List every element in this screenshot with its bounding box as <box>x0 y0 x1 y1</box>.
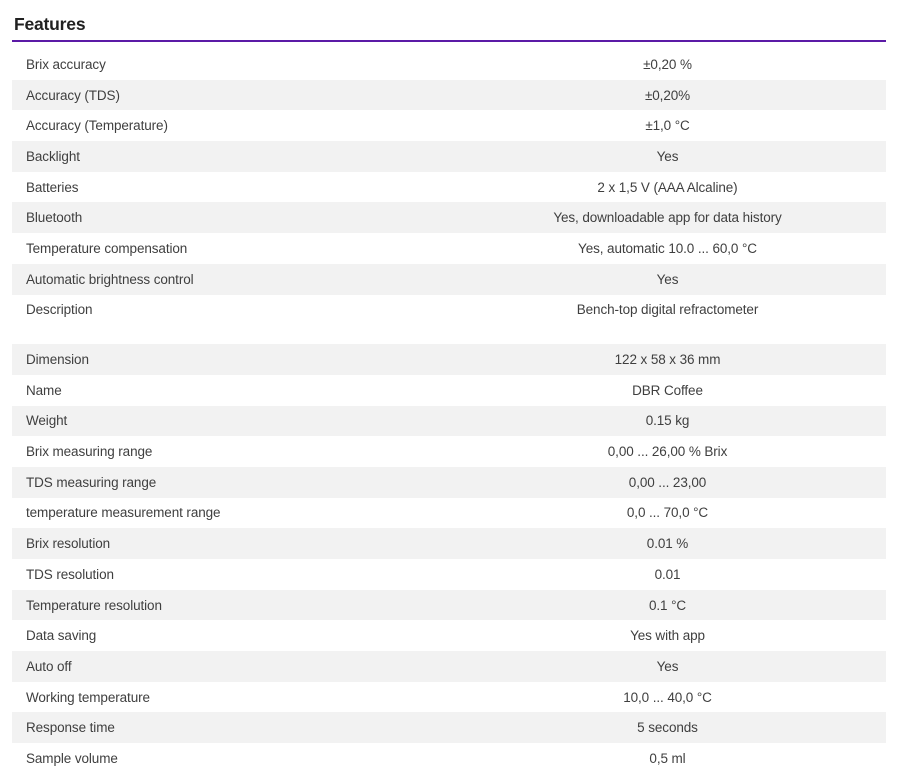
table-row: Description Bench-top digital refractome… <box>12 295 886 326</box>
table-row: Accuracy (Temperature) ±1,0 °C <box>12 110 886 141</box>
feature-label: Brix accuracy <box>26 56 106 72</box>
feature-label: Batteries <box>26 179 79 195</box>
feature-value: 5 seconds <box>637 720 698 736</box>
table-row: Response time 5 seconds <box>12 712 886 744</box>
feature-label: TDS resolution <box>26 566 114 582</box>
table-row: Brix accuracy ±0,20 % <box>12 49 886 80</box>
feature-value: Yes <box>656 658 679 674</box>
feature-value: Yes with app <box>630 628 705 644</box>
features-table: Brix accuracy ±0,20 % Accuracy (TDS) ±0,… <box>12 49 886 774</box>
table-row: Accuracy (TDS) ±0,20% <box>12 79 886 111</box>
table-row: Sample volume 0,5 ml <box>12 743 886 774</box>
table-row: TDS resolution 0.01 <box>12 559 886 590</box>
feature-label: Backlight <box>26 148 80 164</box>
feature-value: 122 x 58 x 36 mm <box>614 352 721 368</box>
feature-value: 2 x 1,5 V (AAA Alcaline) <box>597 179 738 195</box>
table-row: TDS measuring range 0,00 ... 23,00 <box>12 466 886 498</box>
feature-value: 0.15 kg <box>645 413 690 429</box>
table-row: Backlight Yes <box>12 141 886 172</box>
feature-value: Yes, automatic 10.0 ... 60,0 °C <box>578 240 757 256</box>
feature-label: Temperature resolution <box>26 597 162 613</box>
feature-value: 0,00 ... 26,00 % Brix <box>607 444 728 460</box>
feature-label: Auto off <box>26 658 72 674</box>
feature-value: 0,5 ml <box>649 750 686 766</box>
feature-label: temperature measurement range <box>26 505 221 521</box>
feature-value: 0.01 % <box>646 536 689 552</box>
table-row: Batteries 2 x 1,5 V (AAA Alcaline) <box>12 172 886 203</box>
table-row: Weight 0.15 kg <box>12 405 886 437</box>
feature-value: Yes, downloadable app for data history <box>553 210 782 226</box>
section-divider <box>12 40 886 42</box>
feature-label: Accuracy (Temperature) <box>26 118 168 134</box>
feature-label: Bluetooth <box>26 210 83 226</box>
feature-value: 0.1 °C <box>648 597 687 613</box>
table-row: Name DBR Coffee <box>12 375 886 406</box>
feature-label: TDS measuring range <box>26 474 157 490</box>
feature-label: Data saving <box>26 628 97 644</box>
feature-value: Yes <box>656 271 679 287</box>
feature-value: 0,0 ... 70,0 °C <box>626 505 709 521</box>
table-row: Data saving Yes with app <box>12 620 886 651</box>
feature-label: Dimension <box>26 352 89 368</box>
feature-label: Response time <box>26 720 115 736</box>
table-row: Temperature resolution 0.1 °C <box>12 589 886 621</box>
table-row: Brix measuring range 0,00 ... 26,00 % Br… <box>12 436 886 467</box>
feature-label: Name <box>26 382 62 398</box>
table-row: Auto off Yes <box>12 651 886 682</box>
feature-value: ±0,20% <box>644 87 691 103</box>
feature-value: 10,0 ... 40,0 °C <box>623 689 712 705</box>
feature-label: Brix resolution <box>26 536 111 552</box>
feature-label: Brix measuring range <box>26 444 153 460</box>
feature-label: Automatic brightness control <box>26 271 194 287</box>
feature-value: Bench-top digital refractometer <box>576 302 759 318</box>
table-row: Automatic brightness control Yes <box>12 263 886 295</box>
feature-label: Temperature compensation <box>26 240 188 256</box>
feature-label: Accuracy (TDS) <box>26 87 120 103</box>
feature-label: Description <box>26 302 93 318</box>
feature-value: DBR Coffee <box>632 382 703 398</box>
section-title: Features <box>14 14 86 34</box>
feature-label: Sample volume <box>26 750 118 766</box>
feature-value: ±0,20 % <box>643 56 692 72</box>
feature-label: Working temperature <box>26 689 150 705</box>
table-row: Brix resolution 0.01 % <box>12 528 886 559</box>
feature-value: Yes <box>656 148 679 164</box>
table-row: Working temperature 10,0 ... 40,0 °C <box>12 682 886 713</box>
feature-value: 0,00 ... 23,00 <box>628 474 707 490</box>
table-row: Bluetooth Yes, downloadable app for data… <box>12 202 886 234</box>
feature-value: ±1,0 °C <box>645 118 690 134</box>
table-row: Temperature compensation Yes, automatic … <box>12 233 886 264</box>
feature-label: Weight <box>26 413 68 429</box>
table-row: Dimension 122 x 58 x 36 mm <box>12 344 886 375</box>
feature-value: 0.01 <box>654 566 681 582</box>
table-row: temperature measurement range 0,0 ... 70… <box>12 498 886 529</box>
